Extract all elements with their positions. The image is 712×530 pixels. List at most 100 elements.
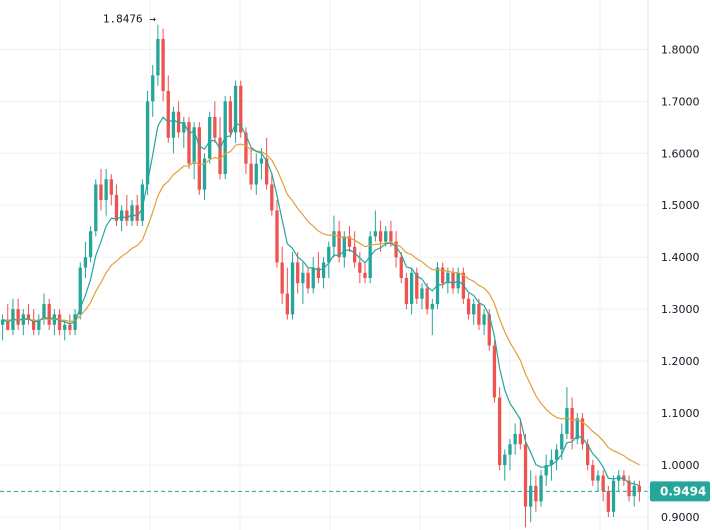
candle-up: [182, 116, 186, 149]
candle-body: [327, 246, 331, 263]
candle-body: [114, 194, 119, 221]
candle-down: [187, 116, 191, 169]
candle-body: [565, 407, 569, 434]
candle-down: [135, 194, 139, 227]
candle-body: [218, 137, 222, 175]
high-price-marker: 1.8476 →: [103, 13, 156, 26]
candle-body: [627, 480, 631, 497]
candle-up: [192, 122, 196, 180]
candle-body: [420, 288, 424, 299]
candle-body: [6, 319, 10, 330]
price-tick-label: 1.4000: [661, 251, 700, 264]
candle-down: [518, 418, 522, 450]
candle-up: [373, 210, 378, 242]
candle-body: [239, 85, 243, 133]
candle-up: [332, 215, 336, 258]
candle-up: [151, 64, 155, 117]
candle-body: [518, 433, 522, 445]
candle-down: [228, 96, 233, 138]
candle-up: [430, 298, 434, 336]
candle-up: [529, 470, 533, 523]
candle-body: [192, 127, 196, 164]
candle-up: [321, 257, 326, 289]
price-tick-label: 0.9000: [661, 511, 700, 524]
fast-moving-average-line: [2, 116, 640, 487]
candle-body: [394, 241, 398, 258]
candle-body: [78, 267, 82, 315]
candle-body: [290, 262, 295, 315]
candle-up: [311, 257, 315, 294]
candle-up: [0, 314, 5, 341]
candle-down: [497, 387, 502, 471]
candle-body: [264, 158, 269, 185]
candle-body: [249, 163, 253, 185]
candle-body: [26, 314, 31, 320]
candle-body: [503, 454, 507, 466]
candle-down: [264, 137, 269, 190]
candle-up: [37, 314, 41, 336]
candle-body: [57, 314, 62, 330]
candle-body: [404, 277, 409, 304]
candle-up: [596, 470, 600, 492]
candle-down: [492, 340, 497, 403]
last-price-tag-background: [650, 481, 710, 502]
price-axis[interactable]: 1.8000 1.7000 1.6000 1.5000 1.4000 1.3000 1.20…: [661, 43, 700, 524]
candle-body: [451, 272, 455, 289]
price-tick-label: 1.1000: [661, 407, 700, 420]
candle-body: [585, 444, 590, 466]
candle-down: [6, 303, 10, 330]
candle-down: [176, 101, 181, 138]
candle-body: [342, 236, 346, 258]
candle-down: [16, 298, 20, 330]
chart-grid: [0, 0, 648, 530]
candle-body: [544, 465, 548, 476]
candle-up: [565, 387, 569, 440]
candle-body: [316, 267, 321, 278]
candle-body: [591, 465, 595, 481]
candle-up: [208, 111, 212, 164]
candle-up: [94, 179, 98, 237]
candle-up: [202, 153, 207, 201]
candle-body: [63, 324, 67, 330]
candle-body: [477, 303, 481, 325]
candle-body: [0, 319, 5, 325]
candle-down: [285, 267, 290, 320]
candle-body: [120, 210, 124, 221]
candle-body: [125, 210, 129, 221]
candle-body: [534, 485, 538, 502]
candle-up: [42, 293, 46, 325]
candle-body: [446, 272, 450, 284]
candle-body: [529, 485, 533, 507]
candle-down: [570, 397, 574, 450]
candle-up: [409, 267, 414, 315]
candle-body: [244, 132, 248, 164]
candle-body: [151, 75, 155, 102]
candle-down: [114, 184, 119, 227]
candle-up: [11, 298, 15, 336]
price-tick-label: 1.3000: [661, 303, 700, 316]
candle-body: [280, 262, 284, 294]
candle-down: [213, 101, 217, 143]
candle-body: [570, 407, 574, 440]
candle-body: [37, 319, 41, 330]
candle-body: [301, 272, 305, 284]
candle-body: [140, 184, 145, 221]
candle-body: [259, 158, 264, 164]
candle-down: [99, 168, 103, 211]
candle-down: [523, 433, 528, 528]
candle-body: [497, 397, 502, 466]
candle-up: [554, 444, 559, 471]
candle-up: [21, 309, 25, 336]
candles: [0, 24, 642, 528]
candle-body: [94, 184, 98, 232]
candle-body: [202, 158, 207, 190]
candle-body: [296, 262, 300, 284]
last-price-tag: 0.9494: [650, 481, 710, 502]
candle-down: [161, 28, 165, 102]
last-price-tag-text: 0.9494: [660, 484, 706, 498]
slow-moving-average-line: [2, 143, 640, 466]
candle-down: [622, 470, 626, 486]
candle-down: [394, 231, 398, 268]
candle-down: [415, 267, 419, 304]
